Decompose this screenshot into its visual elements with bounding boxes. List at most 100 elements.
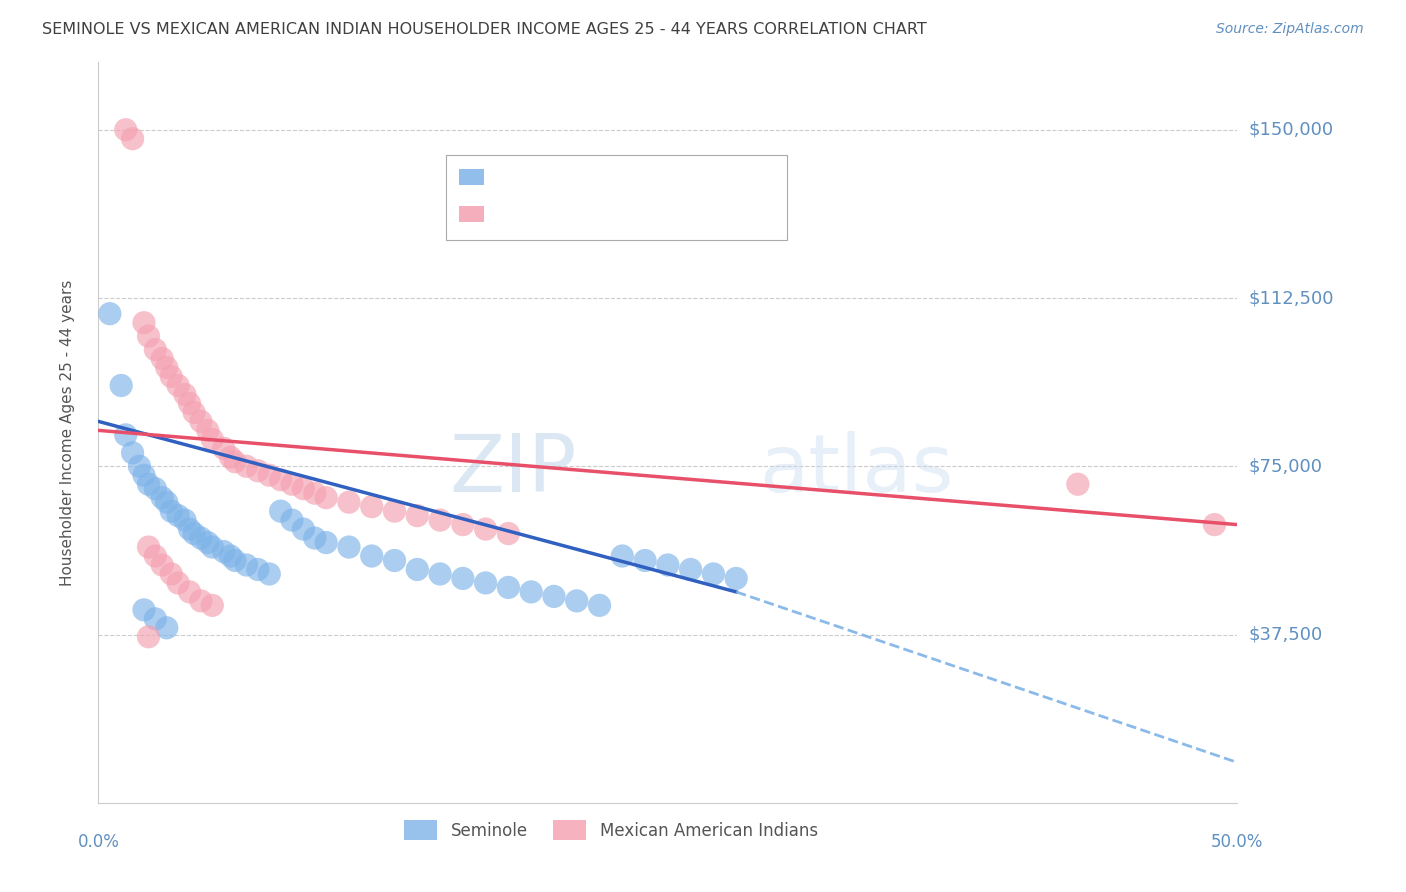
- Point: [138, 630, 160, 644]
- Point: [179, 396, 201, 410]
- Text: N = 50: N = 50: [638, 169, 700, 186]
- Point: [725, 571, 748, 585]
- Text: $37,500: $37,500: [1249, 625, 1323, 643]
- Point: [451, 571, 474, 585]
- Point: [150, 351, 173, 366]
- Point: [588, 599, 610, 613]
- Text: R = -0.582: R = -0.582: [496, 169, 585, 186]
- Point: [337, 540, 360, 554]
- Point: [150, 491, 173, 505]
- Point: [145, 612, 167, 626]
- Point: [174, 513, 197, 527]
- Point: [543, 590, 565, 604]
- Point: [197, 535, 219, 549]
- Point: [197, 423, 219, 437]
- Point: [179, 585, 201, 599]
- Point: [246, 562, 269, 576]
- Point: [132, 316, 155, 330]
- Point: [212, 544, 235, 558]
- Point: [132, 468, 155, 483]
- Point: [281, 513, 304, 527]
- Point: [1204, 517, 1226, 532]
- Point: [429, 566, 451, 581]
- Point: [121, 132, 143, 146]
- Point: [224, 455, 246, 469]
- Point: [315, 491, 337, 505]
- Text: 0.0%: 0.0%: [77, 833, 120, 851]
- Legend: Seminole, Mexican American Indians: Seminole, Mexican American Indians: [398, 814, 824, 847]
- Point: [98, 307, 121, 321]
- Point: [160, 566, 183, 581]
- Point: [235, 459, 257, 474]
- Point: [259, 468, 281, 483]
- Point: [183, 526, 205, 541]
- Point: [156, 360, 179, 375]
- Point: [219, 450, 242, 465]
- Point: [167, 576, 190, 591]
- FancyBboxPatch shape: [446, 155, 787, 240]
- Point: [190, 594, 212, 608]
- Point: [235, 558, 257, 572]
- Point: [702, 566, 724, 581]
- Point: [160, 504, 183, 518]
- Y-axis label: Householder Income Ages 25 - 44 years: Householder Income Ages 25 - 44 years: [60, 279, 75, 586]
- Point: [304, 486, 326, 500]
- Point: [145, 482, 167, 496]
- Point: [160, 369, 183, 384]
- Point: [360, 549, 382, 563]
- Point: [259, 566, 281, 581]
- Point: [315, 535, 337, 549]
- Text: $75,000: $75,000: [1249, 458, 1323, 475]
- Point: [657, 558, 679, 572]
- Text: SEMINOLE VS MEXICAN AMERICAN INDIAN HOUSEHOLDER INCOME AGES 25 - 44 YEARS CORREL: SEMINOLE VS MEXICAN AMERICAN INDIAN HOUS…: [42, 22, 927, 37]
- Point: [114, 428, 136, 442]
- Point: [406, 562, 429, 576]
- Point: [174, 387, 197, 401]
- Text: $112,500: $112,500: [1249, 289, 1334, 307]
- Text: atlas: atlas: [759, 431, 953, 508]
- Text: R = -0.201: R = -0.201: [496, 205, 585, 223]
- Point: [224, 553, 246, 567]
- Point: [145, 343, 167, 357]
- Point: [565, 594, 588, 608]
- Point: [612, 549, 634, 563]
- Text: N = 45: N = 45: [638, 205, 700, 223]
- Point: [128, 459, 150, 474]
- Point: [138, 329, 160, 343]
- Point: [304, 531, 326, 545]
- Point: [132, 603, 155, 617]
- Point: [121, 446, 143, 460]
- Bar: [460, 206, 485, 222]
- Point: [498, 581, 520, 595]
- Point: [190, 531, 212, 545]
- Point: [167, 378, 190, 392]
- Point: [270, 504, 292, 518]
- Point: [1067, 477, 1090, 491]
- Point: [634, 553, 657, 567]
- Point: [429, 513, 451, 527]
- Point: [219, 549, 242, 563]
- Point: [451, 517, 474, 532]
- Point: [679, 562, 702, 576]
- Point: [201, 599, 224, 613]
- Point: [474, 522, 496, 536]
- Point: [138, 540, 160, 554]
- Point: [406, 508, 429, 523]
- Point: [498, 526, 520, 541]
- Point: [212, 442, 235, 456]
- Point: [145, 549, 167, 563]
- Point: [281, 477, 304, 491]
- Text: Source: ZipAtlas.com: Source: ZipAtlas.com: [1216, 22, 1364, 37]
- Point: [156, 621, 179, 635]
- Point: [183, 405, 205, 419]
- Point: [474, 576, 496, 591]
- Point: [292, 522, 315, 536]
- Point: [337, 495, 360, 509]
- Point: [360, 500, 382, 514]
- Point: [384, 553, 406, 567]
- Point: [201, 540, 224, 554]
- Point: [167, 508, 190, 523]
- Point: [190, 414, 212, 428]
- Point: [292, 482, 315, 496]
- Text: ZIP: ZIP: [450, 431, 576, 508]
